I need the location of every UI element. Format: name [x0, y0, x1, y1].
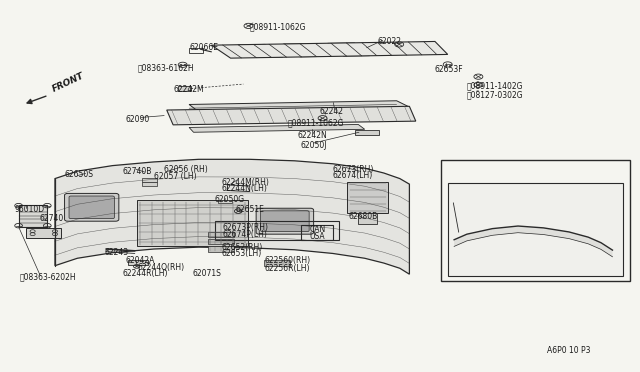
Text: 62740B: 62740B [122, 167, 152, 176]
Text: Ⓝ08911-1062G: Ⓝ08911-1062G [250, 22, 307, 31]
FancyBboxPatch shape [260, 211, 309, 232]
Text: 62050G: 62050G [214, 195, 244, 204]
Text: A6P0 10 P3: A6P0 10 P3 [547, 346, 590, 355]
Text: FRONT: FRONT [51, 71, 85, 94]
Polygon shape [601, 243, 612, 257]
Polygon shape [167, 106, 416, 125]
Text: 96010K: 96010K [476, 166, 506, 174]
Text: 96085N: 96085N [518, 219, 548, 228]
Bar [358, 214, 378, 224]
Text: 62680B: 62680B [349, 212, 378, 221]
Text: 62242M: 62242M [173, 85, 204, 94]
Text: 62244N(LH): 62244N(LH) [221, 185, 267, 193]
FancyBboxPatch shape [65, 193, 119, 221]
Text: ⒲08127-0302G: ⒲08127-0302G [467, 91, 524, 100]
Text: Ⓞ08911-1402G: Ⓞ08911-1402G [467, 81, 524, 90]
Text: 96024M: 96024M [508, 208, 540, 217]
Text: 62256R(LH): 62256R(LH) [264, 264, 310, 273]
Bar [264, 260, 290, 266]
Bar [178, 86, 191, 91]
Text: 62674(LH): 62674(LH) [333, 171, 373, 180]
Bar [26, 228, 61, 238]
Bar [448, 183, 623, 276]
Ellipse shape [332, 111, 349, 115]
Ellipse shape [249, 112, 267, 116]
Text: 62673P(RH): 62673P(RH) [223, 223, 269, 232]
Polygon shape [543, 228, 569, 238]
Text: Ⓝ08911-1062G: Ⓝ08911-1062G [288, 119, 344, 128]
Bar [208, 232, 234, 237]
Bar [442, 160, 630, 280]
Text: 62653F: 62653F [435, 65, 463, 74]
Text: CAN: CAN [309, 225, 325, 234]
FancyBboxPatch shape [69, 196, 115, 219]
FancyBboxPatch shape [137, 200, 248, 246]
Text: 62740: 62740 [39, 214, 63, 223]
Text: 62244Q(RH): 62244Q(RH) [138, 263, 185, 272]
Text: 62673(RH): 62673(RH) [333, 165, 374, 174]
Text: 62042A: 62042A [125, 256, 155, 265]
Text: 62090: 62090 [125, 115, 150, 124]
Text: 62057 (LH): 62057 (LH) [154, 172, 196, 181]
Polygon shape [454, 234, 467, 246]
Text: 62243: 62243 [105, 248, 129, 257]
Polygon shape [211, 41, 448, 58]
Bar [189, 48, 203, 53]
Polygon shape [467, 229, 492, 241]
Polygon shape [588, 237, 601, 249]
FancyBboxPatch shape [256, 208, 314, 234]
Text: 96084N: 96084N [448, 196, 477, 205]
Polygon shape [55, 159, 410, 274]
Ellipse shape [291, 112, 308, 116]
Polygon shape [189, 125, 365, 132]
Bar [214, 221, 339, 240]
FancyBboxPatch shape [348, 182, 388, 213]
Bar [301, 225, 333, 240]
Bar [143, 182, 157, 186]
Text: 62653(LH): 62653(LH) [221, 249, 261, 258]
Bar [355, 130, 380, 135]
Bar [218, 200, 232, 203]
Text: Ⓝ08363-6162H: Ⓝ08363-6162H [138, 63, 195, 72]
Bar [19, 205, 47, 227]
Text: 62651E: 62651E [236, 205, 264, 214]
Bar [129, 260, 148, 265]
Polygon shape [518, 226, 543, 235]
Text: OP:F/FRONT AIR SPOILER: OP:F/FRONT AIR SPOILER [448, 161, 534, 167]
Polygon shape [492, 226, 518, 235]
Bar [208, 246, 234, 251]
Text: 62650S: 62650S [65, 170, 93, 179]
Text: Ⓝ08363-6202H: Ⓝ08363-6202H [20, 272, 76, 281]
Text: 62652(RH): 62652(RH) [221, 243, 262, 251]
Text: 62242: 62242 [320, 108, 344, 116]
Text: 62244R(LH): 62244R(LH) [122, 269, 168, 278]
Ellipse shape [208, 113, 226, 117]
Polygon shape [569, 232, 588, 244]
Text: 62242N: 62242N [298, 131, 328, 141]
Text: 96010D: 96010D [15, 205, 45, 214]
Text: USA: USA [309, 232, 324, 241]
Text: 62050J: 62050J [301, 141, 327, 150]
Text: 622560(RH): 622560(RH) [264, 256, 310, 265]
Text: 62674P(LH): 62674P(LH) [223, 230, 268, 239]
Bar [208, 239, 234, 244]
Text: 62022: 62022 [378, 37, 401, 46]
Text: 62244M(RH): 62244M(RH) [221, 178, 269, 187]
Text: 62066E: 62066E [189, 42, 218, 51]
Bar [143, 178, 157, 182]
Text: 62071S: 62071S [192, 269, 221, 278]
Text: 62056 (RH): 62056 (RH) [164, 165, 207, 174]
Polygon shape [189, 101, 410, 111]
